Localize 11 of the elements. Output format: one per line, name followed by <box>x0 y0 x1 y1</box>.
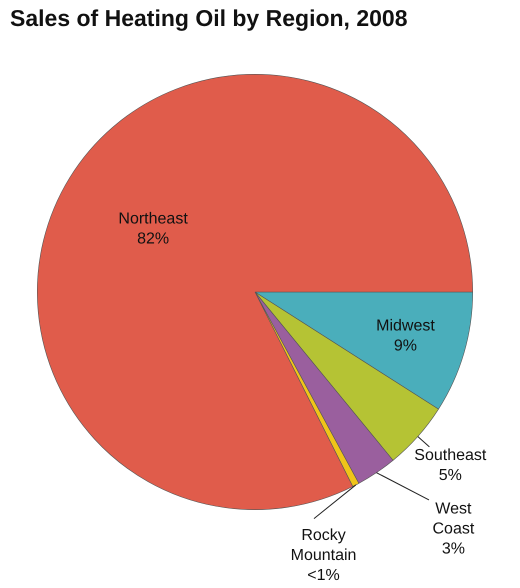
data-label: 9% <box>394 337 418 354</box>
slice-label: Northeast <box>118 210 188 228</box>
data-label: <1% <box>307 566 340 584</box>
data-label: 3% <box>442 540 465 558</box>
data-label: 5% <box>438 466 462 484</box>
chart-title: Sales of Heating Oil by Region, 2008 <box>10 4 409 32</box>
slice-label: Southeast <box>414 446 487 464</box>
slice-label: Midwest <box>376 317 436 334</box>
data-label: 82% <box>137 230 170 248</box>
slice-label: Rocky Mountain <box>290 526 356 564</box>
slice-label: West Coast <box>432 500 475 538</box>
